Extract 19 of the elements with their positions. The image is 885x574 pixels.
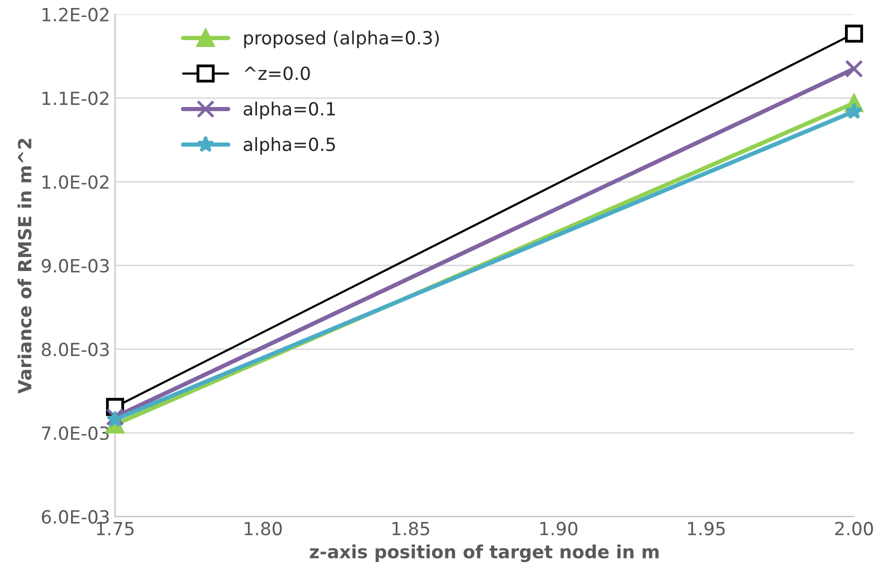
x-tick-label: 1.90 [540, 522, 578, 536]
y-tick-label: 1.1E-02 [42, 92, 108, 106]
x-tick-label: 1.85 [392, 522, 430, 536]
x-tick-label: 2.00 [835, 522, 873, 536]
y-tick-label: 9.0E-03 [42, 258, 109, 273]
y-tick-label: 1.2E-02 [42, 8, 108, 22]
x-axis-title: z-axis position of target node in m [310, 544, 659, 562]
legend-label: alpha=0.1 [244, 102, 335, 120]
y-tick-label: 6.0E-03 [42, 510, 109, 524]
x-tick-label: 1.95 [688, 522, 725, 536]
x-tick-label: 1.75 [96, 522, 134, 536]
legend-label: proposed (alpha=0.3) [244, 30, 439, 48]
x-tick-label: 1.80 [244, 522, 282, 536]
legend-label: ^z=0.0 [244, 66, 310, 80]
y-tick-label: 8.0E-03 [42, 342, 109, 356]
legend-label: alpha=0.5 [244, 137, 335, 155]
y-tick-label: 1.0E-02 [42, 175, 108, 189]
y-tick-label: 7.0E-03 [42, 426, 109, 440]
y-axis-title: Variance of RMSE in m^2 [18, 138, 32, 394]
